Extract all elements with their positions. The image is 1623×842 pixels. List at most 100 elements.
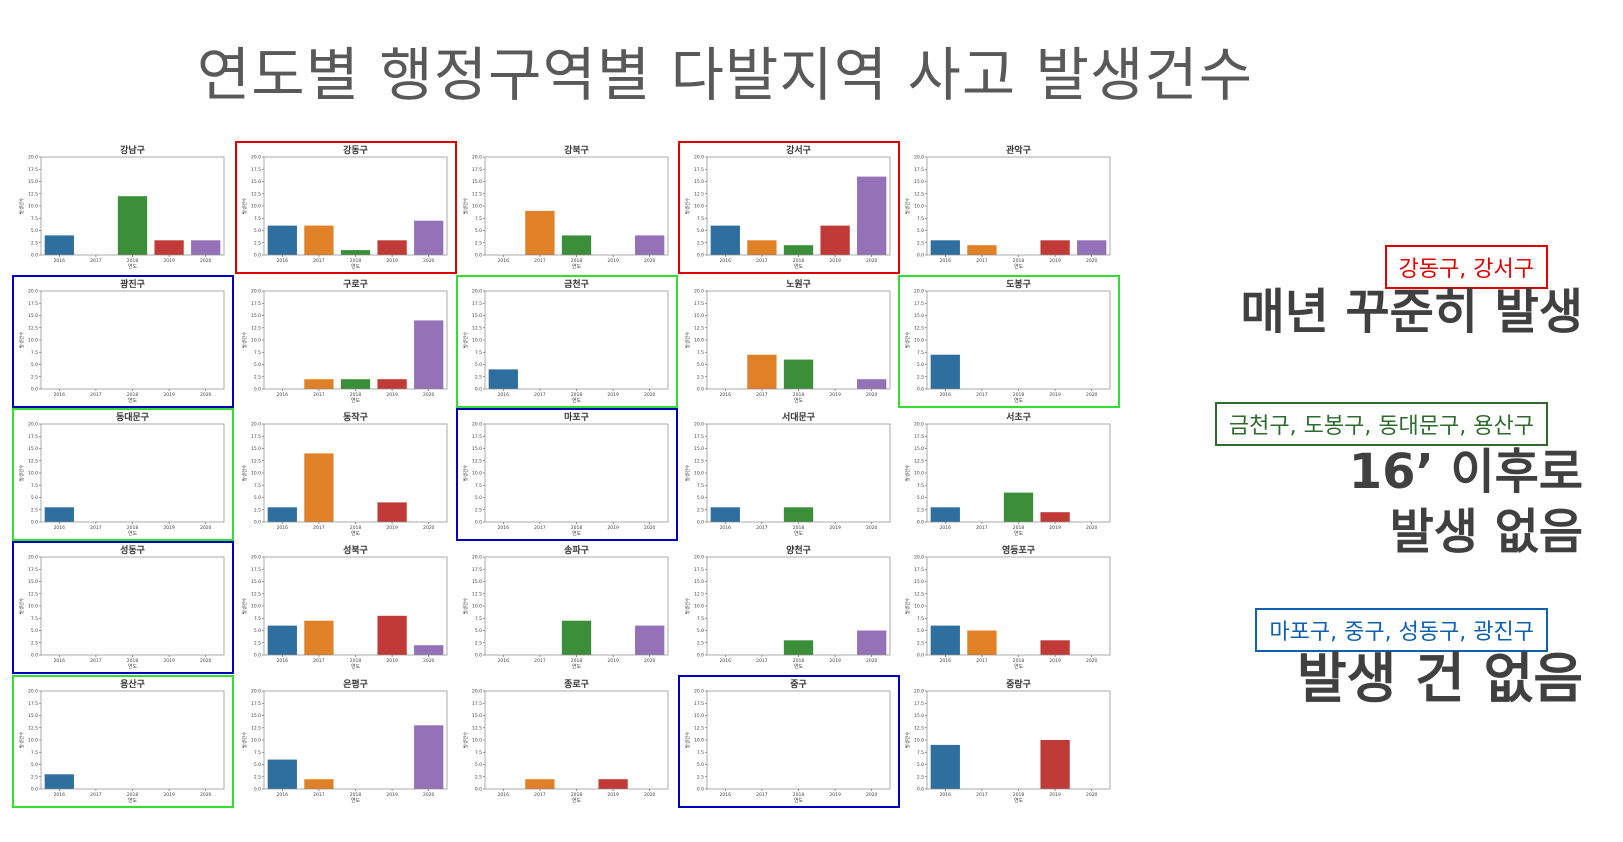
bar	[930, 507, 960, 522]
y-tick-label: 15.0	[28, 579, 38, 585]
x-tick-label: 2020	[423, 792, 435, 798]
y-tick-label: 5.0	[917, 362, 924, 368]
y-tick-label: 17.5	[694, 701, 704, 707]
highlight-box-blue	[678, 675, 900, 808]
bar	[783, 507, 814, 522]
bar	[1040, 740, 1070, 789]
x-tick-label: 2020	[423, 525, 435, 531]
y-tick-label: 2.5	[475, 374, 482, 380]
y-tick-label: 12.5	[694, 325, 704, 331]
y-tick-label: 7.5	[697, 216, 704, 222]
y-tick-label: 15.0	[28, 179, 38, 185]
y-tick-label: 10.0	[251, 738, 261, 744]
x-tick-label: 2019	[1049, 258, 1061, 264]
panel-title: 광진구	[120, 278, 145, 290]
x-axis-label: 연도	[794, 797, 804, 804]
x-tick-label: 2016	[277, 392, 289, 398]
x-tick-label: 2020	[644, 392, 656, 398]
y-tick-label: 17.5	[472, 167, 482, 173]
y-tick-label: 17.5	[472, 567, 482, 573]
y-tick-label: 2.5	[697, 640, 704, 646]
y-tick-label: 2.5	[917, 374, 924, 380]
y-tick-label: 20.0	[28, 555, 38, 561]
y-tick-label: 5.0	[31, 628, 38, 634]
y-tick-label: 10.0	[694, 738, 704, 744]
x-tick-label: 2016	[54, 792, 66, 798]
y-tick-label: 17.5	[914, 167, 924, 173]
y-tick-label: 5.0	[475, 362, 482, 368]
y-tick-label: 17.5	[694, 567, 704, 573]
y-tick-label: 2.5	[31, 774, 38, 780]
y-tick-label: 10.0	[251, 604, 261, 610]
chart-panel: 도봉구 0.0 2.5 5.0 7.5 10.0 12.5 15.0 17.5 20.0 발생건수 2…	[898, 275, 1120, 408]
highlight-box-green	[12, 408, 234, 541]
y-tick-label: 20.0	[251, 422, 261, 428]
page-title: 연도별 행정구역별 다발지역 사고 발생건수	[196, 41, 1254, 109]
panel-svg: 서대문구 0.0 2.5 5.0 7.5 10.0 12.5 15.0 17.5 20.0 발생건수…	[684, 411, 891, 537]
bar	[747, 354, 777, 389]
x-tick-label: 2017	[756, 525, 768, 531]
y-tick-label: 2.5	[254, 774, 261, 780]
x-tick-label: 2017	[976, 658, 988, 664]
y-axis-label: 발생건수	[684, 198, 691, 215]
x-tick-label: 2016	[498, 658, 510, 664]
bar	[930, 625, 960, 655]
x-axis-label: 연도	[128, 397, 138, 404]
highlight-box-blue	[12, 541, 234, 674]
x-tick-label: 2019	[607, 258, 619, 264]
panel-svg: 금천구 0.0 2.5 5.0 7.5 10.0 12.5 15.0 17.5 20.0 발생건수 2…	[462, 279, 669, 404]
x-tick-label: 2019	[607, 658, 619, 664]
x-tick-label: 2017	[756, 258, 768, 264]
y-tick-label: 20.0	[694, 555, 704, 561]
plot-frame	[706, 423, 891, 523]
y-tick-label: 15.0	[251, 313, 261, 319]
panel-title: 강북구	[564, 144, 589, 156]
x-tick-label: 2019	[1049, 392, 1061, 398]
y-tick-label: 2.5	[254, 507, 261, 513]
chart-panel: 서대문구 0.0 2.5 5.0 7.5 10.0 12.5 15.0 17.5 20.0 발생건수…	[678, 408, 900, 541]
x-tick-label: 2017	[90, 658, 102, 664]
y-tick-label: 20.0	[694, 289, 704, 295]
y-tick-label: 0.0	[254, 520, 261, 526]
bar	[710, 507, 740, 522]
y-tick-label: 7.5	[917, 616, 924, 622]
y-axis-label: 발생건수	[462, 465, 469, 482]
y-tick-label: 2.5	[475, 507, 482, 513]
bar	[377, 240, 407, 255]
x-tick-label: 2018	[350, 392, 362, 398]
y-tick-label: 15.0	[28, 313, 38, 319]
x-tick-label: 2018	[350, 525, 362, 531]
x-tick-label: 2020	[644, 258, 656, 264]
x-tick-label: 2017	[976, 258, 988, 264]
y-tick-label: 10.0	[251, 204, 261, 210]
x-tick-label: 2018	[127, 525, 139, 531]
bar	[930, 354, 960, 389]
y-tick-label: 0.0	[917, 253, 924, 259]
panel-title: 동작구	[343, 412, 368, 423]
x-tick-label: 2020	[866, 258, 878, 264]
y-tick-label: 2.5	[31, 507, 38, 513]
y-tick-label: 0.0	[31, 787, 38, 793]
plot-frame	[263, 290, 448, 390]
y-tick-label: 2.5	[697, 240, 704, 246]
x-tick-label: 2016	[720, 658, 732, 664]
y-tick-label: 7.5	[917, 750, 924, 756]
x-tick-label: 2018	[1013, 525, 1025, 531]
y-axis-label: 발생건수	[18, 198, 25, 215]
bar	[117, 196, 148, 255]
y-tick-label: 12.5	[694, 191, 704, 197]
y-tick-label: 20.0	[472, 289, 482, 295]
y-tick-label: 20.0	[472, 422, 482, 428]
x-tick-label: 2020	[200, 258, 212, 264]
bar	[820, 225, 850, 255]
x-axis-label: 연도	[128, 530, 138, 537]
y-tick-label: 12.5	[28, 191, 38, 197]
highlight-box-green	[898, 275, 1120, 408]
bar	[525, 210, 555, 255]
panel-svg: 영등포구 0.0 2.5 5.0 7.5 10.0 12.5 15.0 17.5 20.0 발생건수…	[904, 544, 1111, 670]
x-tick-label: 2018	[127, 658, 139, 664]
chart-panel: 동작구 0.0 2.5 5.0 7.5 10.0 12.5 15.0 17.5 20.0 발생건수 2…	[235, 408, 457, 541]
y-axis-label: 발생건수	[904, 598, 911, 615]
y-tick-label: 15.0	[914, 179, 924, 185]
y-tick-label: 5.0	[917, 762, 924, 768]
